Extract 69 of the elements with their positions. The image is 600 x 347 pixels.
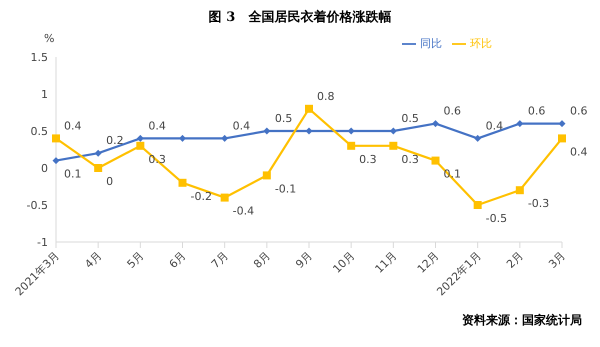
data-label: -0.4 (232, 204, 254, 218)
data-label: 0.8 (317, 90, 334, 103)
chart-title: 图 3 全国居民衣着价格涨跌幅 (208, 8, 392, 26)
point (306, 128, 312, 134)
x-tick-label: 9月 (293, 248, 316, 271)
x-tick-label: 12月 (414, 248, 442, 276)
point (516, 186, 524, 194)
point (474, 201, 482, 209)
data-label: 0.3 (401, 152, 419, 166)
y-tick-label: 0.5 (30, 124, 48, 138)
point (94, 164, 102, 172)
data-label: 0.3 (359, 152, 377, 166)
point (136, 142, 144, 150)
y-tick-label: -0.5 (26, 198, 48, 212)
data-label: 0.4 (148, 119, 166, 132)
x-tick-label: 10月 (330, 248, 358, 276)
data-label: 0.4 (570, 145, 588, 158)
data-label: 0.5 (274, 112, 292, 125)
point (389, 142, 398, 150)
text: 资料来源：国家统计局 (461, 312, 583, 329)
data-label: -0.2 (190, 190, 212, 203)
point (94, 150, 102, 157)
point (262, 171, 271, 180)
legend-label: 同比 (420, 37, 442, 50)
point (432, 120, 439, 128)
data-label: 0.2 (106, 134, 124, 148)
point (390, 128, 397, 134)
x-tick-label: 4月 (82, 248, 104, 271)
x-tick-label: 7月 (208, 248, 231, 271)
x-tick-label: 6月 (166, 248, 189, 271)
point (558, 134, 566, 142)
legend-label: 环比 (470, 37, 492, 50)
data-label: 0.1 (64, 168, 82, 181)
point (348, 128, 355, 134)
y-tick-label: 1 (41, 88, 48, 101)
data-label: -0.5 (486, 212, 508, 225)
point (558, 120, 566, 128)
y-axis-title: % (44, 32, 54, 45)
x-tick-label: 5月 (124, 248, 146, 271)
point (263, 128, 270, 134)
point (347, 142, 356, 150)
point (221, 134, 228, 142)
data-label: 0.6 (444, 104, 461, 118)
point (305, 104, 313, 113)
data-label: 0.4 (232, 119, 250, 132)
x-tick-label: 2月 (504, 248, 526, 271)
point (516, 120, 524, 128)
y-tick-label: 1.5 (30, 50, 48, 64)
y-tick-label: 0 (41, 162, 48, 175)
point (52, 157, 60, 164)
x-tick-label: 3月 (546, 248, 568, 271)
data-label: 0.4 (486, 119, 504, 132)
point (432, 156, 440, 165)
x-tick-label: 11月 (372, 248, 400, 276)
data-label: 0 (106, 175, 114, 188)
data-label: 0.6 (528, 104, 546, 118)
data-label: 0.5 (401, 112, 419, 125)
data-label: 0.6 (570, 104, 588, 118)
point (179, 134, 186, 142)
point (474, 134, 482, 142)
point (52, 134, 60, 142)
point (136, 134, 144, 142)
point (220, 194, 229, 202)
point (178, 178, 186, 187)
y-tick-label: -1 (37, 236, 48, 249)
data-label: -0.3 (528, 197, 550, 210)
x-tick-label: 8月 (251, 248, 273, 271)
data-label: 0.4 (64, 119, 82, 132)
data-label: -0.1 (274, 182, 296, 196)
